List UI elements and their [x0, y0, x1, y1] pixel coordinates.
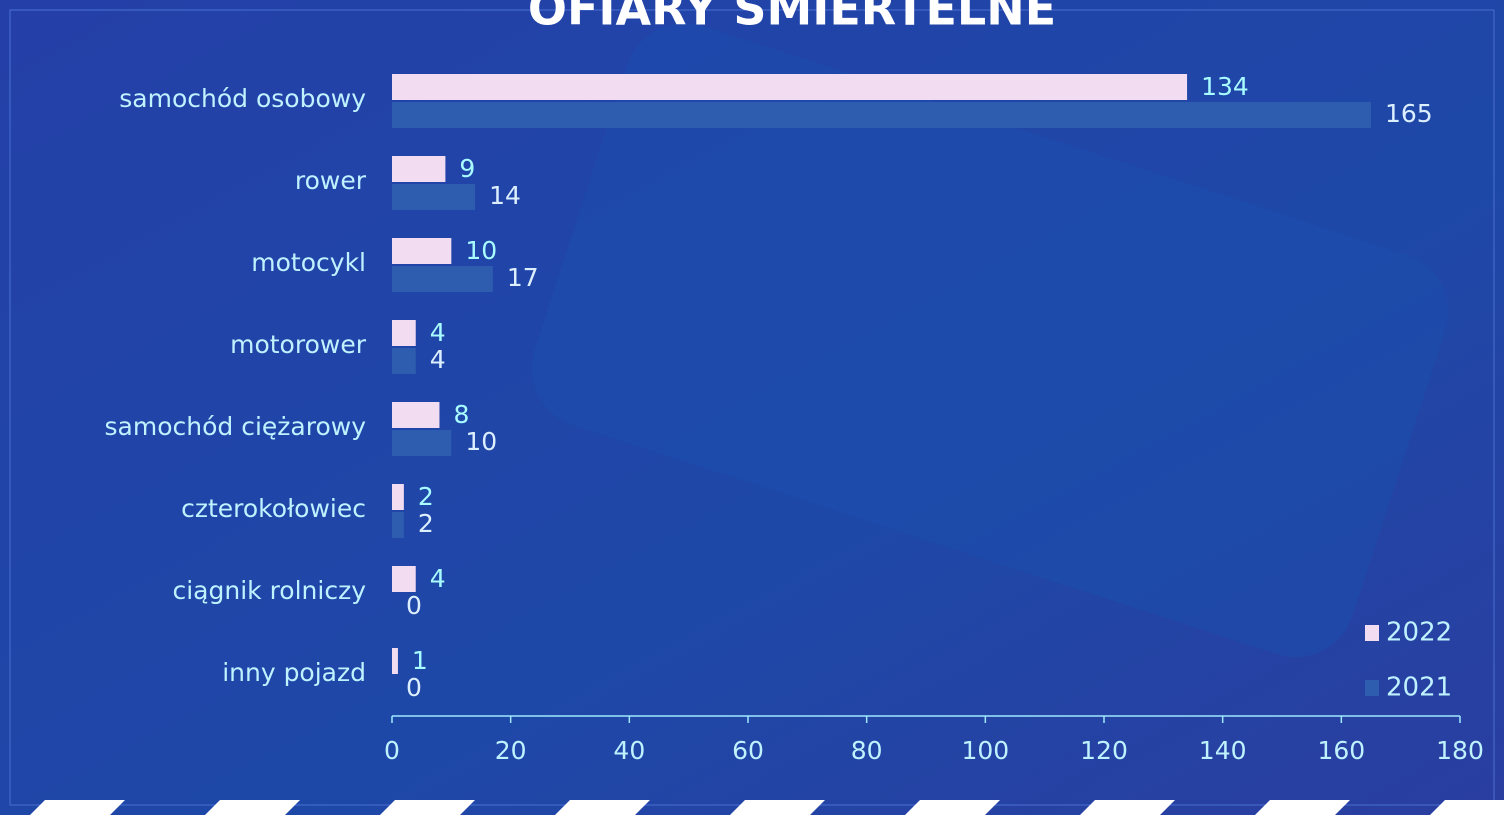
x-tick-label: 80	[851, 736, 883, 765]
value-label: 17	[507, 263, 539, 292]
value-label: 4	[430, 345, 446, 374]
x-tick-label: 180	[1436, 736, 1484, 765]
value-label: 9	[459, 154, 475, 183]
x-tick-label: 160	[1317, 736, 1365, 765]
x-tick-label: 60	[732, 736, 764, 765]
x-tick-label: 0	[384, 736, 400, 765]
category-label: czterokołowiec	[181, 494, 366, 523]
bar	[392, 74, 1187, 100]
bar	[392, 512, 404, 538]
category-label: ciągnik rolniczy	[172, 576, 366, 605]
value-label: 0	[406, 591, 422, 620]
category-label: inny pojazd	[222, 658, 366, 687]
stripe	[555, 800, 650, 815]
value-label: 2	[418, 509, 434, 538]
bar	[392, 156, 445, 182]
stripe	[1255, 800, 1350, 815]
value-label: 165	[1385, 99, 1433, 128]
stripe	[730, 800, 825, 815]
stripe	[205, 800, 300, 815]
value-label: 8	[453, 400, 469, 429]
category-label: motorower	[230, 330, 367, 359]
value-label: 4	[430, 564, 446, 593]
value-label: 10	[465, 427, 497, 456]
bar	[392, 348, 416, 374]
legend-swatch	[1365, 680, 1379, 696]
value-label: 14	[489, 181, 521, 210]
bar	[392, 648, 398, 674]
x-tick-label: 20	[495, 736, 527, 765]
legend-swatch	[1365, 625, 1379, 641]
bar	[392, 484, 404, 510]
value-label: 10	[465, 236, 497, 265]
x-tick-label: 120	[1080, 736, 1128, 765]
category-label: rower	[295, 166, 367, 195]
bar	[392, 402, 439, 428]
stripe	[905, 800, 1000, 815]
value-label: 4	[430, 318, 446, 347]
bar	[392, 238, 451, 264]
bar	[392, 430, 451, 456]
category-label: motocykl	[251, 248, 366, 277]
legend-label: 2022	[1386, 618, 1452, 648]
category-label: samochód ciężarowy	[105, 412, 367, 441]
category-label: samochód osobowy	[119, 84, 366, 113]
stripe	[1080, 800, 1175, 815]
stripe	[30, 800, 125, 815]
x-tick-label: 140	[1199, 736, 1247, 765]
value-label: 1	[412, 646, 428, 675]
value-label: 2	[418, 482, 434, 511]
chart-title: OFIARY ŚMIERTELNE	[528, 0, 1056, 36]
x-tick-label: 40	[613, 736, 645, 765]
chart: OFIARY ŚMIERTELNE 0204060801001201401601…	[0, 0, 1504, 815]
bar	[392, 102, 1371, 128]
value-label: 0	[406, 673, 422, 702]
value-label: 134	[1201, 72, 1249, 101]
bar	[392, 184, 475, 210]
bottom-stripes	[30, 800, 1504, 815]
bar	[392, 266, 493, 292]
x-tick-label: 100	[961, 736, 1009, 765]
bar	[392, 320, 416, 346]
legend-label: 2021	[1386, 673, 1452, 703]
stripe	[380, 800, 475, 815]
bar	[392, 566, 416, 592]
